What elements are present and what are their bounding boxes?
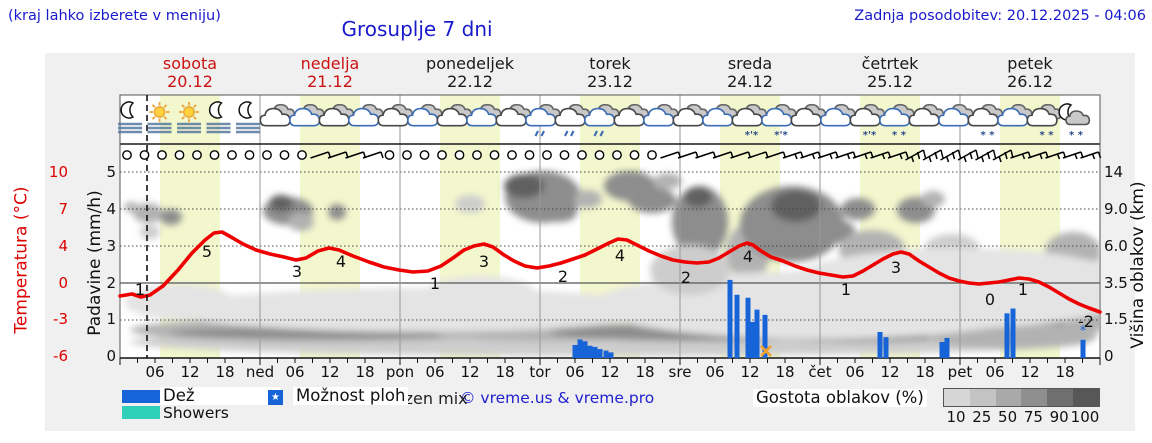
day-name-petek: petek <box>1007 54 1053 73</box>
x-tick-12: 12 <box>740 363 760 381</box>
x-tick-čet: čet <box>808 363 832 381</box>
density-tick-25: 25 <box>972 408 992 426</box>
x-tick-18: 18 <box>1055 363 1075 381</box>
temp-tick: 0 <box>58 274 68 292</box>
density-tick-100: 100 <box>1070 408 1100 426</box>
day-name-nedelja: nedelja <box>300 54 360 73</box>
density-tick-75: 75 <box>1023 408 1043 426</box>
density-tick-10: 10 <box>946 408 966 426</box>
density-segment <box>1047 389 1074 406</box>
x-tick-12: 12 <box>320 363 340 381</box>
x-tick-18: 18 <box>355 363 375 381</box>
day-date-ponedeljek: 22.12 <box>447 72 493 91</box>
density-segment <box>995 389 1022 406</box>
x-tick-06: 06 <box>145 363 165 381</box>
cloud-height-tick: 3.5 <box>1104 274 1128 292</box>
x-tick-06: 06 <box>285 363 305 381</box>
x-tick-18: 18 <box>635 363 655 381</box>
temp-tick: 10 <box>48 163 68 181</box>
temp-tick: -3 <box>53 310 68 328</box>
precip-tick: 2 <box>106 274 116 292</box>
showers-legend-swatch <box>122 406 160 419</box>
day-date-nedelja: 21.12 <box>307 72 353 91</box>
rain-legend-label: Dež <box>160 387 281 405</box>
day-date-sobota: 20.12 <box>167 72 213 91</box>
page-title: Grosuplje 7 dni <box>341 17 493 41</box>
density-segment <box>944 389 970 406</box>
x-tick-12: 12 <box>1020 363 1040 381</box>
cloud-density-legend-label: Gostota oblakov (%) <box>753 389 927 407</box>
last-update-text: Zadnja posodobitev: 20.12.2025 - 04:06 <box>854 8 1146 24</box>
x-tick-18: 18 <box>215 363 235 381</box>
day-name-ponedeljek: ponedeljek <box>426 54 514 73</box>
precip-tick: 1 <box>106 310 116 328</box>
day-name-četrtek: četrtek <box>861 54 919 73</box>
precip-tick: 0 <box>106 347 116 365</box>
x-tick-sre: sre <box>668 363 692 381</box>
day-date-torek: 23.12 <box>587 72 633 91</box>
day-date-četrtek: 25.12 <box>867 72 913 91</box>
x-tick-ned: ned <box>245 363 275 381</box>
day-name-torek: torek <box>589 54 631 73</box>
rain-legend-swatch <box>122 390 160 403</box>
temp-tick: 4 <box>58 237 68 255</box>
density-tick-90: 90 <box>1049 408 1069 426</box>
precip-tick: 3 <box>106 237 116 255</box>
density-segment <box>969 389 996 406</box>
cloud-height-tick: 9.0 <box>1104 200 1128 218</box>
location-menu-hint: (kraj lahko izberete v meniju) <box>8 8 221 24</box>
plot-background <box>120 95 1100 358</box>
density-segment <box>1021 389 1048 406</box>
precip-tick: 5 <box>106 163 116 181</box>
showers-legend-label: Showers <box>163 404 229 422</box>
x-tick-12: 12 <box>180 363 200 381</box>
shower-chance-star-icon: ★ <box>268 390 283 405</box>
x-tick-06: 06 <box>565 363 585 381</box>
x-tick-18: 18 <box>495 363 515 381</box>
x-tick-12: 12 <box>460 363 480 381</box>
cloud-density-gradient-bar <box>943 388 1100 407</box>
cloud-height-tick: 14 <box>1104 163 1124 181</box>
day-name-sobota: sobota <box>162 54 218 73</box>
x-tick-06: 06 <box>845 363 865 381</box>
x-tick-pon: pon <box>385 363 415 381</box>
cloud-height-tick: 0 <box>1104 347 1114 365</box>
day-date-sreda: 24.12 <box>727 72 773 91</box>
x-tick-12: 12 <box>600 363 620 381</box>
cloud-height-tick: 6.0 <box>1104 237 1128 255</box>
x-tick-18: 18 <box>775 363 795 381</box>
day-name-sreda: sreda <box>727 54 773 73</box>
temperature-axis-title: Temperatura (°C) <box>11 186 32 334</box>
x-tick-06: 06 <box>705 363 725 381</box>
temp-tick: -6 <box>53 347 68 365</box>
x-tick-06: 06 <box>985 363 1005 381</box>
shower-chance-legend-label: Možnost ploh <box>293 387 409 405</box>
precip-tick: 4 <box>106 200 116 218</box>
x-tick-12: 12 <box>880 363 900 381</box>
cloud-height-tick: 1.5 <box>1104 310 1128 328</box>
x-tick-tor: tor <box>529 363 551 381</box>
density-tick-50: 50 <box>998 408 1018 426</box>
density-segment <box>1073 389 1099 406</box>
temp-tick: 7 <box>58 200 68 218</box>
x-tick-18: 18 <box>915 363 935 381</box>
copyright-link[interactable]: © vreme.us & vreme.pro <box>460 389 655 407</box>
day-date-petek: 26.12 <box>1007 72 1053 91</box>
x-tick-06: 06 <box>425 363 445 381</box>
x-tick-pet: pet <box>947 363 973 381</box>
